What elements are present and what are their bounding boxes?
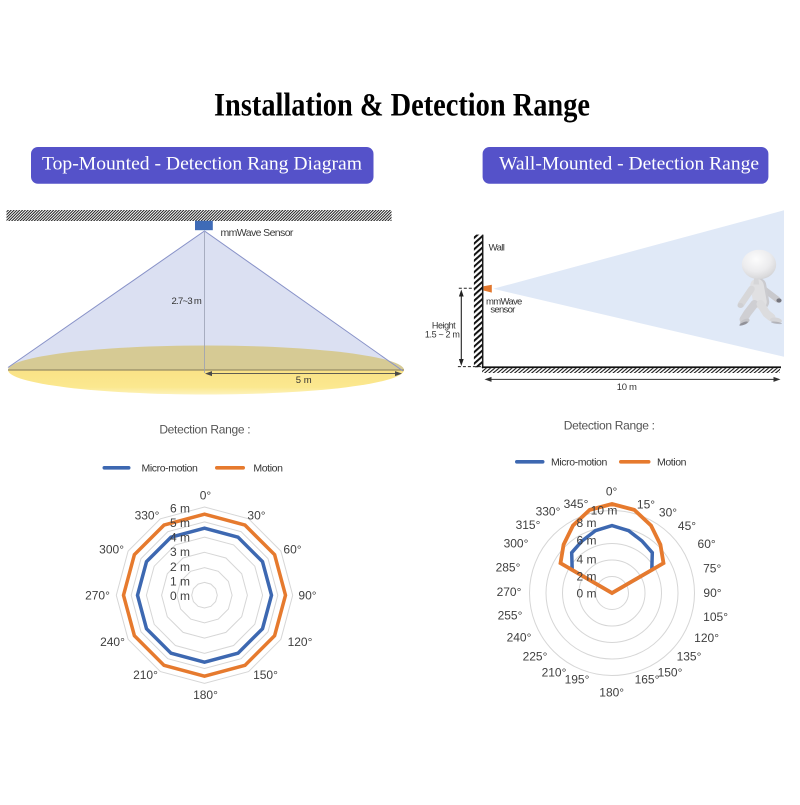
svg-text:330°: 330° bbox=[135, 508, 160, 522]
svg-text:330°: 330° bbox=[536, 504, 561, 518]
svg-text:Top-Mounted - Detection Rang D: Top-Mounted - Detection Rang Diagram bbox=[42, 154, 362, 175]
svg-text:75°: 75° bbox=[703, 561, 721, 575]
svg-text:4 m: 4 m bbox=[170, 530, 190, 544]
svg-text:30°: 30° bbox=[659, 505, 677, 519]
svg-text:0 m: 0 m bbox=[576, 587, 596, 601]
svg-text:150°: 150° bbox=[658, 665, 683, 679]
svg-text:Micro-motion: Micro-motion bbox=[142, 463, 198, 475]
svg-text:270°: 270° bbox=[85, 588, 110, 602]
svg-text:3 m: 3 m bbox=[170, 545, 190, 559]
svg-text:Micro-motion: Micro-motion bbox=[551, 456, 607, 468]
svg-text:120°: 120° bbox=[694, 631, 719, 645]
svg-text:315°: 315° bbox=[516, 518, 541, 532]
svg-text:Motion: Motion bbox=[253, 463, 283, 475]
svg-text:8 m: 8 m bbox=[576, 516, 596, 530]
svg-text:270°: 270° bbox=[497, 585, 522, 599]
svg-text:sensor: sensor bbox=[490, 305, 515, 316]
svg-text:0°: 0° bbox=[200, 488, 212, 502]
svg-text:Motion: Motion bbox=[657, 456, 687, 468]
svg-text:60°: 60° bbox=[698, 537, 716, 551]
svg-text:mmWave: mmWave bbox=[486, 296, 522, 307]
svg-text:135°: 135° bbox=[677, 649, 702, 663]
svg-text:10 m: 10 m bbox=[617, 382, 637, 393]
svg-text:300°: 300° bbox=[99, 542, 124, 556]
svg-text:60°: 60° bbox=[283, 542, 301, 556]
svg-text:90°: 90° bbox=[703, 586, 721, 600]
svg-text:180°: 180° bbox=[599, 685, 624, 699]
svg-text:30°: 30° bbox=[247, 508, 265, 522]
svg-text:2.7~3 m: 2.7~3 m bbox=[171, 296, 201, 307]
svg-text:120°: 120° bbox=[288, 635, 313, 649]
svg-text:225°: 225° bbox=[523, 649, 548, 663]
svg-text:1 m: 1 m bbox=[170, 574, 190, 588]
svg-text:6 m: 6 m bbox=[576, 534, 596, 548]
svg-text:255°: 255° bbox=[498, 608, 523, 622]
svg-text:Installation & Detection Range: Installation & Detection Range bbox=[214, 88, 590, 124]
svg-text:165°: 165° bbox=[635, 672, 660, 686]
svg-text:0 m: 0 m bbox=[170, 589, 190, 603]
svg-text:4 m: 4 m bbox=[576, 552, 596, 566]
svg-text:1.5 ~ 2 m: 1.5 ~ 2 m bbox=[425, 329, 460, 339]
svg-text:Height: Height bbox=[432, 320, 456, 330]
svg-text:90°: 90° bbox=[298, 588, 316, 602]
svg-text:2 m: 2 m bbox=[576, 569, 596, 583]
svg-text:150°: 150° bbox=[253, 668, 278, 682]
svg-text:Wall: Wall bbox=[489, 243, 505, 254]
svg-text:0°: 0° bbox=[606, 485, 618, 499]
svg-text:285°: 285° bbox=[496, 560, 521, 574]
svg-text:Detection Range :: Detection Range : bbox=[159, 423, 250, 437]
svg-text:6 m: 6 m bbox=[170, 501, 190, 515]
svg-text:210°: 210° bbox=[133, 668, 158, 682]
svg-text:45°: 45° bbox=[678, 519, 696, 533]
svg-text:300°: 300° bbox=[504, 536, 529, 550]
svg-text:Detection Range :: Detection Range : bbox=[564, 419, 655, 433]
svg-text:mmWave Sensor: mmWave Sensor bbox=[221, 227, 294, 239]
svg-text:210°: 210° bbox=[542, 665, 567, 679]
svg-text:Wall-Mounted - Detection Range: Wall-Mounted - Detection Range bbox=[499, 154, 759, 175]
svg-text:240°: 240° bbox=[507, 630, 532, 644]
svg-text:105°: 105° bbox=[703, 610, 728, 624]
svg-text:15°: 15° bbox=[637, 497, 655, 511]
svg-text:180°: 180° bbox=[193, 688, 218, 702]
svg-text:10 m: 10 m bbox=[591, 503, 618, 517]
svg-text:195°: 195° bbox=[565, 672, 590, 686]
svg-text:2 m: 2 m bbox=[170, 560, 190, 574]
svg-text:5 m: 5 m bbox=[170, 516, 190, 530]
svg-text:345°: 345° bbox=[564, 497, 589, 511]
svg-text:240°: 240° bbox=[100, 635, 125, 649]
svg-text:5 m: 5 m bbox=[296, 375, 312, 386]
